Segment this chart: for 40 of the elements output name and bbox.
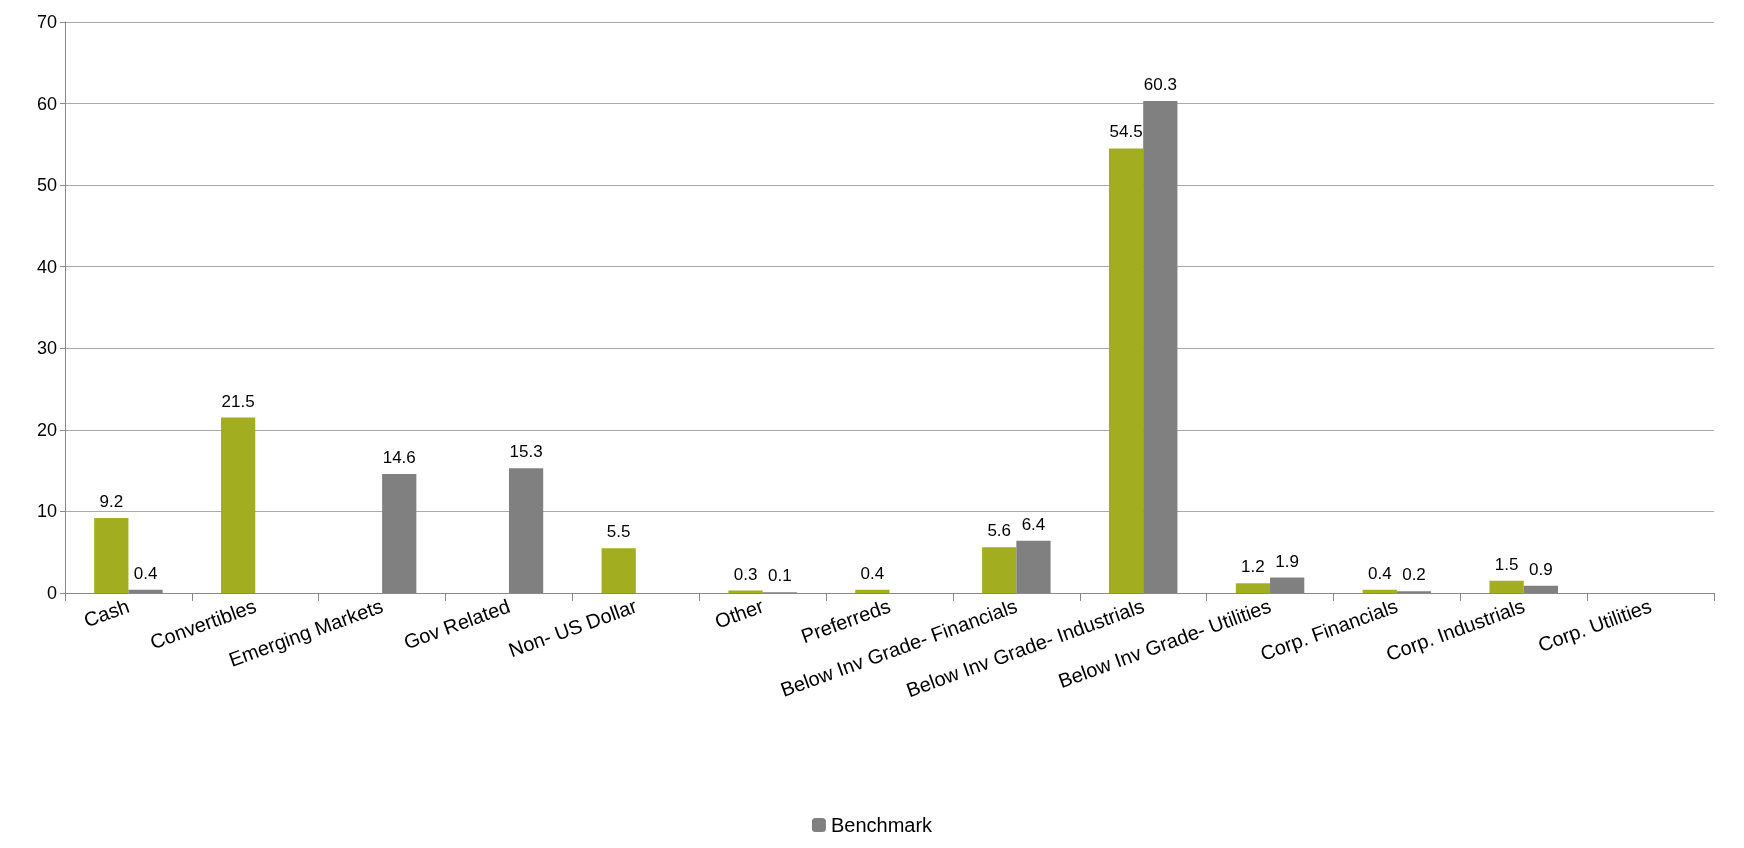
data-label: 9.2 (99, 491, 124, 511)
data-label: 0.4 (860, 563, 885, 583)
data-label: 60.3 (1143, 75, 1177, 95)
bar (221, 417, 256, 593)
y-tick-label: 70 (36, 12, 57, 32)
x-tick-label: Cash (80, 594, 133, 632)
y-tick-label: 10 (36, 501, 57, 522)
data-label: 6.4 (1021, 514, 1046, 534)
x-tick-label: Corp. Utilities (1535, 594, 1655, 656)
data-label: 1.2 (1241, 557, 1265, 577)
y-tick-label: 60 (36, 93, 57, 114)
bar (601, 548, 636, 593)
y-tick-label: 0 (46, 583, 57, 603)
data-label: 0.1 (767, 566, 792, 586)
legend-label: Benchmark (830, 814, 934, 836)
y-tick-label: 40 (36, 256, 57, 277)
bar (982, 547, 1017, 593)
data-label: 0.4 (1367, 563, 1392, 583)
bar (94, 517, 129, 593)
y-tick-label: 30 (36, 338, 57, 359)
bar (855, 589, 890, 593)
bar (1362, 589, 1397, 593)
data-label: 0.4 (133, 563, 158, 583)
data-label: 21.5 (221, 391, 255, 411)
bar (1489, 580, 1524, 593)
data-label: 54.5 (1109, 122, 1143, 142)
data-label: 0.2 (1402, 565, 1426, 585)
data-label: 0.9 (1529, 559, 1553, 579)
data-label: 15.3 (509, 442, 543, 462)
data-label: 1.5 (1494, 554, 1519, 574)
data-label: 5.6 (987, 521, 1012, 541)
x-tick-label: Other (711, 594, 767, 633)
data-label: 0.3 (733, 564, 758, 584)
bar (1108, 148, 1144, 593)
data-label: 1.9 (1275, 551, 1299, 571)
data-label: 5.5 (606, 522, 631, 542)
bar (1235, 583, 1271, 593)
y-tick-label: 50 (36, 175, 57, 196)
y-tick-label: 20 (36, 419, 57, 440)
data-label: 14.6 (382, 447, 416, 467)
